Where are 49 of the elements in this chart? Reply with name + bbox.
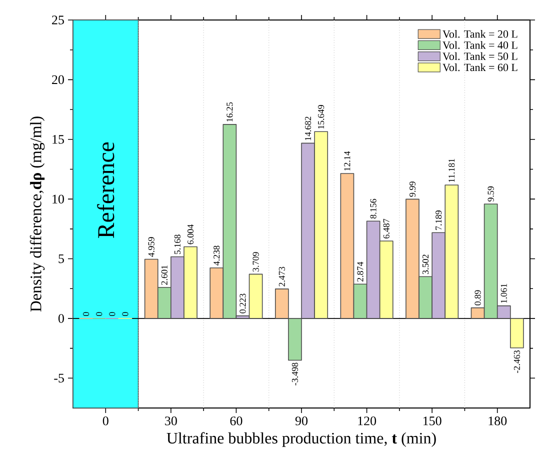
y-axis-title: Density difference,dρ (mg/ml) [30, 116, 45, 312]
y-tick-label: 25 [52, 16, 64, 24]
data-label: 3.709 [252, 252, 259, 272]
data-label: 4.959 [148, 237, 154, 257]
x-axis-title: Ultrafine bubbles production time, t (min) [166, 432, 436, 447]
data-label: 0.89 [474, 290, 481, 306]
data-label: 0 [109, 312, 116, 316]
data-label: 8.156 [370, 198, 376, 219]
data-label: 7.189 [436, 210, 442, 230]
data-label: 0 [122, 312, 128, 316]
data-label: 9.59 [488, 186, 494, 202]
x-tick-label: 0 [102, 416, 108, 426]
x-tick-label: 180 [488, 416, 507, 426]
y-tick-label: 15 [52, 135, 64, 144]
data-label: 2.473 [278, 266, 285, 286]
data-label: -2.463 [514, 350, 520, 373]
data-label: 0 [83, 312, 90, 316]
x-tick-label: 30 [165, 416, 177, 426]
data-label: 5.168 [174, 234, 181, 254]
data-label: 0.223 [240, 294, 246, 314]
data-label: 4.238 [214, 246, 220, 266]
data-label: 6.004 [187, 224, 194, 244]
y-tick-label: 10 [52, 194, 64, 204]
data-label: 15.649 [318, 105, 324, 129]
y-tick-label: 20 [52, 75, 64, 84]
legend-label: Vol. Tank = 20 L [442, 30, 518, 38]
x-tick-label: 60 [230, 416, 242, 426]
legend-label: Vol. Tank = 40 L [442, 41, 518, 49]
data-label: -3.498 [292, 362, 298, 386]
data-label: 2.874 [357, 262, 364, 282]
legend-label: Vol. Tank = 50 L [442, 52, 518, 60]
data-label: 12.14 [344, 151, 350, 171]
data-label: 1.061 [500, 284, 507, 303]
band-label: Reference [97, 142, 114, 238]
y-tick-label: -5 [54, 374, 64, 382]
x-tick-label: 150 [423, 416, 442, 426]
legend-label: Vol. Tank = 60 L [442, 63, 518, 72]
data-label: 16.25 [226, 102, 233, 122]
data-label: 11.181 [448, 158, 455, 182]
x-tick-label: 120 [358, 416, 376, 426]
data-label: 14.682 [304, 116, 312, 140]
data-label: 3.502 [422, 254, 429, 274]
data-label: 0 [96, 312, 102, 316]
data-label: 6.487 [383, 218, 390, 238]
data-label: 2.601 [161, 265, 168, 285]
y-tick-label: 5 [58, 254, 64, 264]
y-tick-label: 0 [58, 314, 64, 323]
data-label: 9.99 [409, 182, 416, 197]
x-tick-label: 90 [295, 416, 308, 426]
